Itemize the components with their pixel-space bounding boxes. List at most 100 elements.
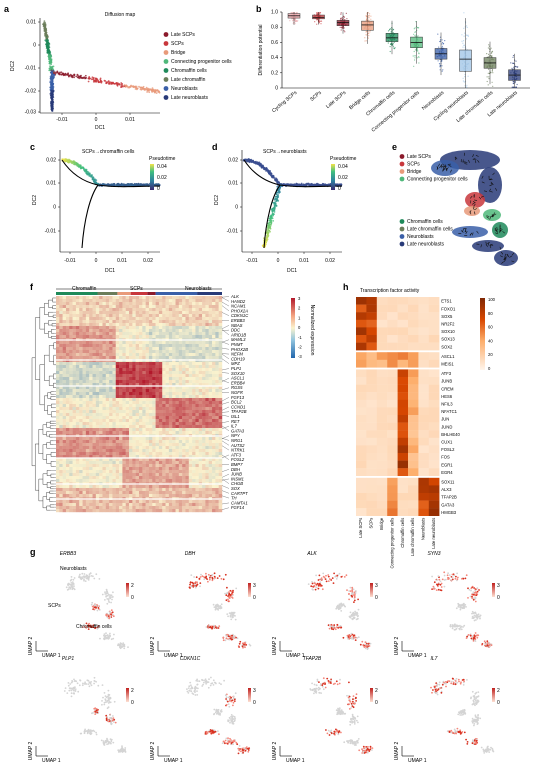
panel-d-xticks: -0.01 0 0.01 0.02 — [246, 252, 335, 264]
umap-axis-y: UMAP 2 — [150, 637, 156, 656]
gene-label: NEFM — [231, 352, 243, 357]
panel-a-scatter — [42, 20, 161, 112]
umap-gene-title: ERBB3 — [60, 551, 77, 557]
gene-label: ERBB4 — [231, 380, 245, 385]
panel-c-xtick-label: 0 — [95, 258, 98, 264]
panel-h: h Transcription factor activity ETS1 FOXO… — [343, 282, 496, 569]
panel-a-ytick-label: 0.01 — [26, 20, 36, 26]
umap-axis-x: UMAP 1 — [42, 758, 61, 763]
gene-label: PNMT — [231, 342, 243, 347]
gene-label: PLP1 — [231, 366, 241, 371]
panel-c-title: SCPs→chromaffin cells — [82, 149, 135, 155]
tf-label: SOX10 — [441, 329, 455, 334]
gene-label: MPZ — [231, 361, 240, 366]
tf-label: HES6 — [441, 394, 453, 399]
legend-label: Connecting progenitor cells — [407, 177, 468, 183]
panel-h-column-label: SCPs — [369, 518, 374, 529]
gene-label: TH — [231, 496, 238, 501]
umap-axis-x: UMAP 1 — [408, 758, 427, 763]
tf-label: TFAP2B — [441, 495, 457, 500]
umap-axis-x: UMAP 1 — [286, 653, 305, 659]
legend-swatch — [399, 226, 405, 232]
gene-label: PHOX2B — [231, 347, 248, 352]
legend-label: Neuroblasts — [171, 86, 198, 92]
colorbar-tick: 1 — [298, 315, 301, 320]
umap-colorbar-min: 0 — [497, 595, 500, 601]
umap-colorbar-min: 0 — [131, 595, 134, 601]
legend-swatch — [163, 32, 169, 37]
panel-letter-b: b — [256, 4, 262, 14]
umap-colorbar — [492, 688, 495, 702]
panel-c-ytick-label: -0.01 — [45, 229, 57, 235]
tf-label: ETS1 — [441, 299, 452, 304]
umap-colorbar — [370, 688, 373, 702]
tf-label: CUX1 — [441, 440, 453, 445]
gene-label: ALK — [230, 294, 239, 299]
umap-colorbar — [248, 583, 251, 597]
umap-colorbar — [370, 583, 373, 597]
gene-label: MAML3 — [231, 337, 246, 342]
panel-b-ytick-label: 0.4 — [271, 55, 278, 61]
gene-label: NBAS — [231, 323, 243, 328]
tf-label: JUNB — [441, 379, 452, 384]
panel-d-ytick-label: 0.01 — [228, 181, 238, 187]
panel-a-title: Diffusion map — [105, 12, 136, 18]
panel-b-boxplots — [287, 12, 521, 88]
panel-c-legend-tick-2: 0.02 — [157, 175, 167, 181]
gene-label: NGFR — [231, 390, 243, 395]
panel-f-colorbar — [291, 298, 295, 358]
gene-label: FGF14 — [231, 505, 245, 510]
umap-colorbar-min: 0 — [375, 595, 378, 601]
panel-f-colorbar-ticks: 3 2 1 0 -1 -2 -3 — [298, 296, 302, 359]
panel-c-legend-title: Pseudotime — [149, 156, 176, 162]
panel-letter-g: g — [30, 547, 36, 557]
panel-letter-d: d — [212, 142, 218, 152]
legend-label: Chromaffin cells — [171, 68, 207, 74]
panel-b-ylabel: Differentiation potential — [258, 24, 264, 75]
umap-colorbar-min: 0 — [131, 700, 134, 706]
panel-b-ytick-label: 0.2 — [271, 70, 278, 76]
panel-d-branch — [263, 184, 281, 249]
gene-label: CARTPT — [231, 491, 248, 496]
tf-label: NFIL3 — [441, 402, 453, 407]
panel-c-xtick-label: 0.01 — [117, 258, 127, 264]
umap-colorbar-max: 3 — [375, 583, 378, 589]
panel-b-ytick-label: 0.8 — [271, 25, 278, 31]
legend-label: Chromaffin cells — [407, 219, 443, 225]
umap-axis-x: UMAP 1 — [42, 653, 61, 659]
tf-label: ATF3 — [441, 371, 452, 376]
umap-axis-y: UMAP 2 — [272, 637, 278, 656]
colorbar-tick: 20 — [488, 352, 493, 357]
panel-a-xlabel: DC1 — [95, 125, 105, 131]
panel-d-ytick-label: 0 — [235, 205, 238, 211]
umap-colorbar-max: 3 — [253, 688, 256, 694]
panel-h-tf-labels: ETS1 FOXO1 SOX5 NR2F2 SOX10 SOX13 SOX2 ASCL1 MEI… — [441, 299, 460, 515]
gene-label: ATF3 — [230, 452, 242, 457]
panel-h-column-label: Late SCPs — [358, 518, 363, 538]
panel-g-annot-neuroblasts: Neuroblasts — [60, 566, 87, 572]
colorbar-tick: 40 — [488, 338, 493, 343]
gene-label: GATA3 — [231, 428, 245, 433]
panel-f-cluster-bar — [56, 288, 222, 295]
colorbar-tick: -3 — [298, 354, 302, 359]
gene-label: IL7 — [231, 424, 237, 429]
panel-c-ytick-label: 0.02 — [46, 158, 56, 164]
panel-h-colorbar-ticks: 100 80 60 40 20 0 — [488, 297, 496, 371]
legend-swatch — [163, 77, 169, 82]
panel-d-ytick-label: 0.02 — [228, 158, 238, 164]
panel-c-branch — [81, 184, 99, 249]
legend-label: Late neuroblasts — [171, 95, 208, 101]
umap-colorbar-min: 0 — [497, 700, 500, 706]
tf-label: EGR1 — [441, 462, 453, 467]
panel-b-yticks: 1.0 0.8 0.6 0.4 0.2 0 — [271, 10, 282, 92]
panel-f-heatmap — [56, 296, 223, 513]
umap-axis-x: UMAP 1 — [286, 758, 305, 763]
umap-gene-title: SYN3 — [427, 551, 440, 557]
umap-plot: TFAP2B 2 0 UMAP 1 UMAP 2 — [272, 656, 378, 763]
panel-c-legend-tick-1: 0.04 — [157, 164, 167, 170]
legend-label: Bridge — [171, 50, 186, 56]
panel-a-xticks: -0.01 0 0.01 — [56, 113, 135, 123]
panel-letter-e: e — [392, 142, 397, 152]
panel-d-xlabel: DC1 — [287, 268, 297, 274]
legend-swatch — [399, 176, 405, 182]
